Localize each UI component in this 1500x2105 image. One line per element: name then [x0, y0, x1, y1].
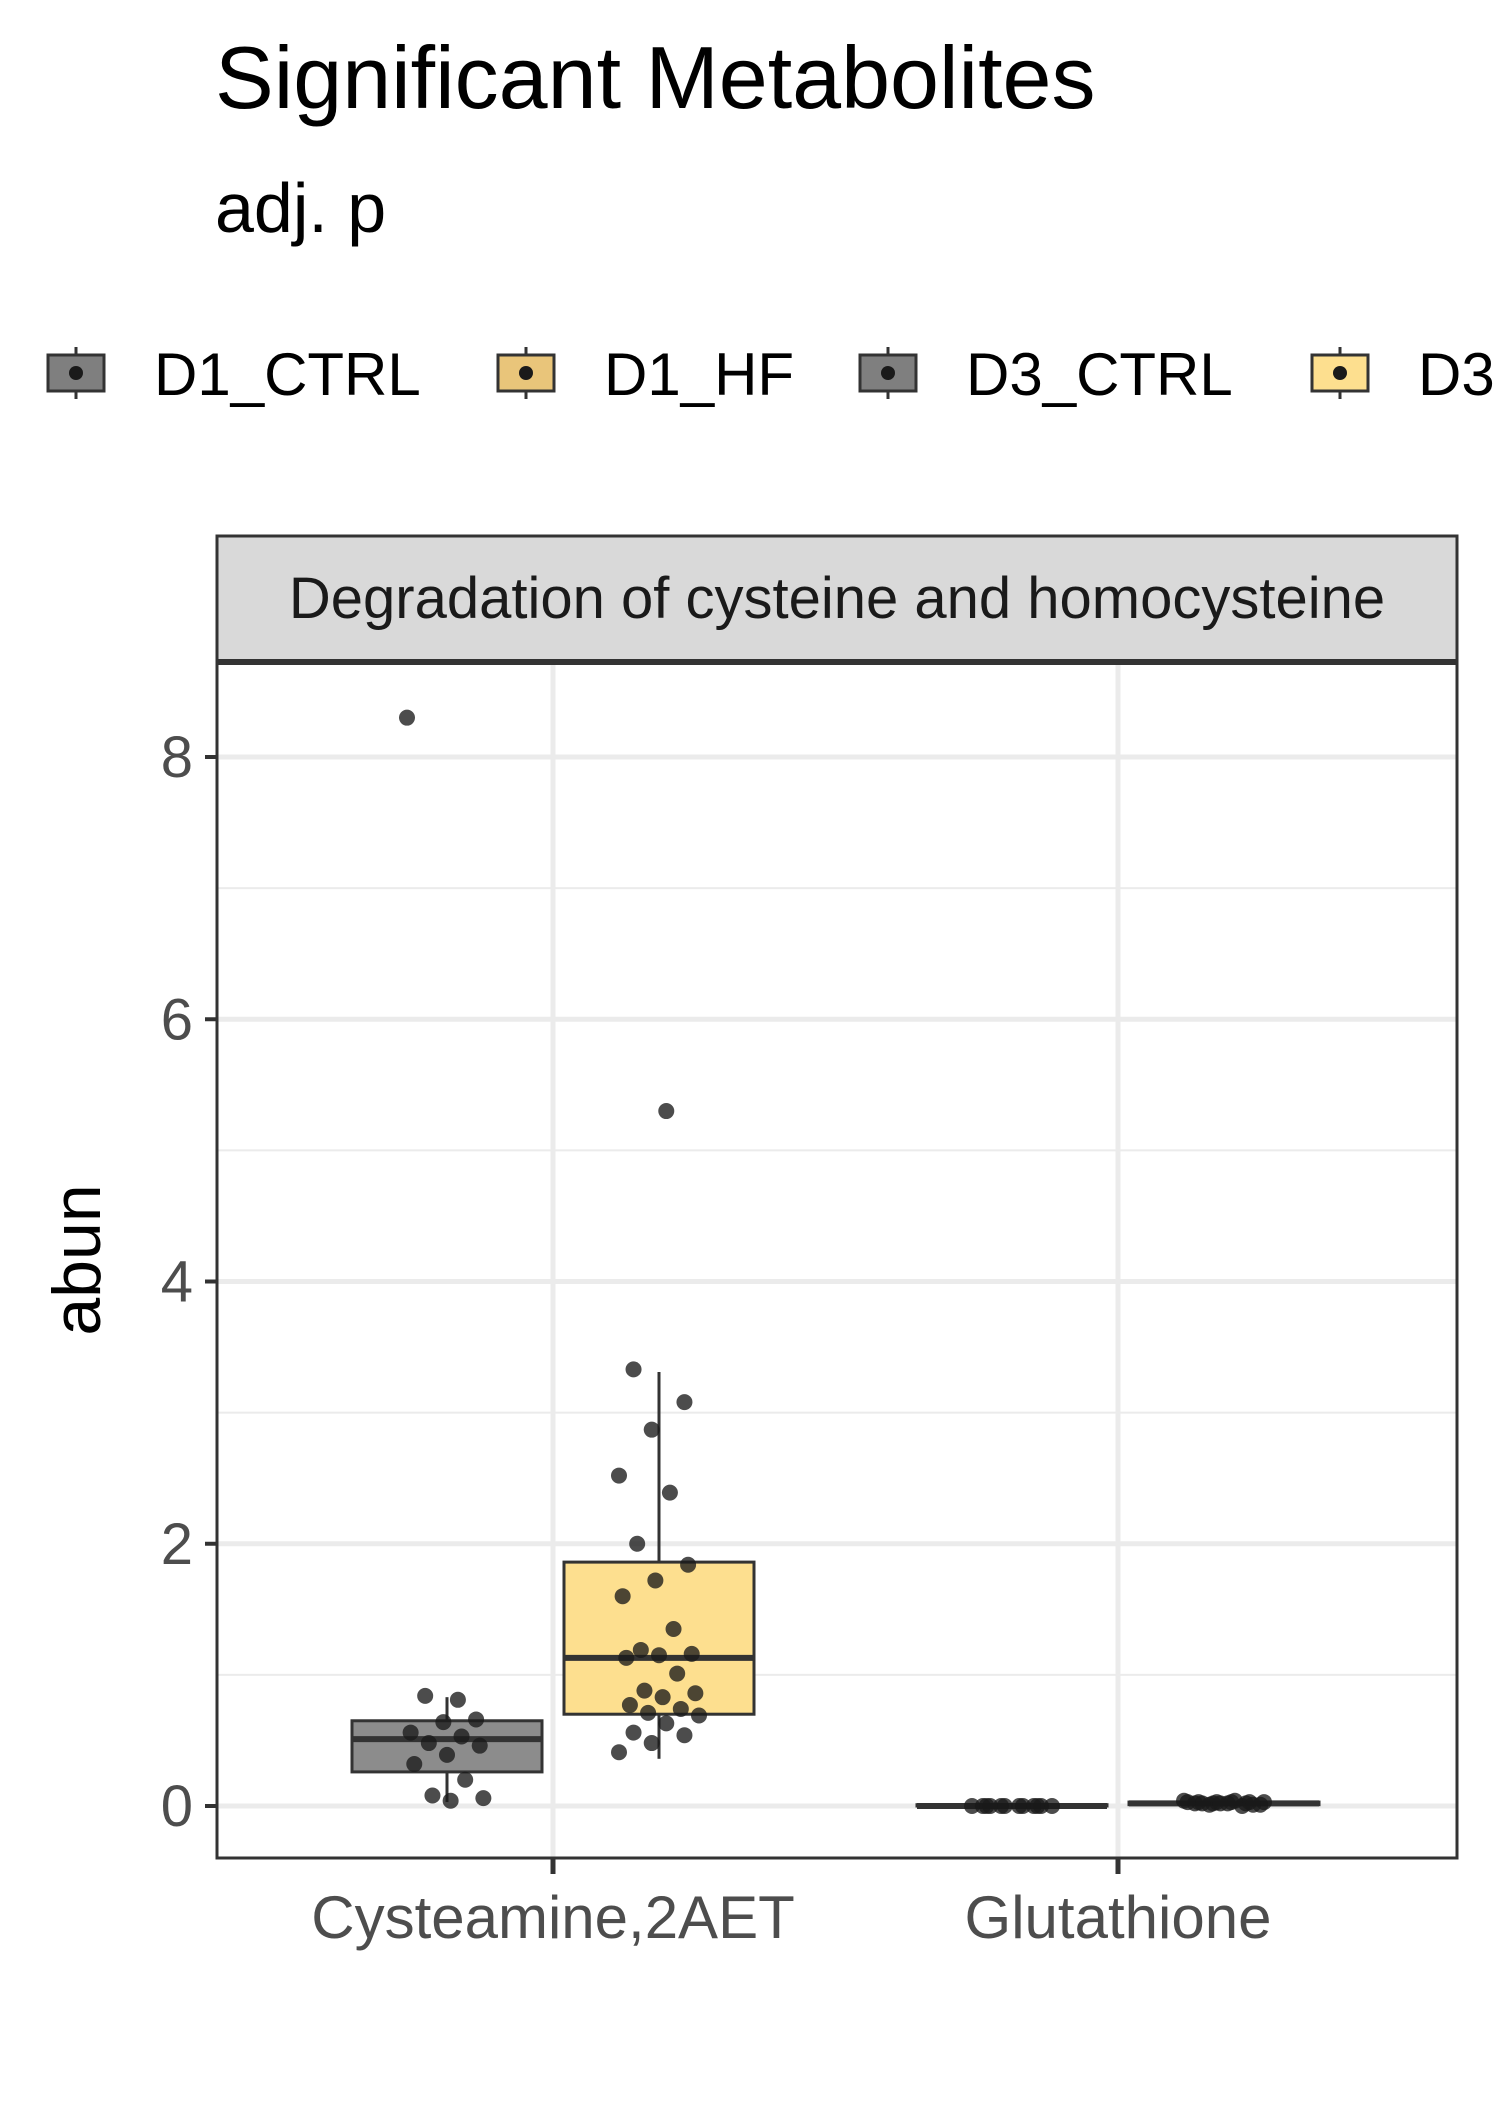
chart-marks [350, 709, 1321, 1814]
legend-key-point [519, 366, 533, 380]
data-point [417, 1687, 434, 1704]
data-point [669, 1665, 686, 1682]
data-point [442, 1792, 459, 1809]
data-point [402, 1724, 419, 1741]
x-tick-label: Glutathione [965, 1884, 1272, 1951]
legend-item: D1_CTRL [46, 341, 421, 408]
legend-key-point [1333, 366, 1347, 380]
data-point [643, 1421, 660, 1438]
data-point [676, 1394, 693, 1411]
data-point [654, 1689, 671, 1706]
data-point [457, 1771, 474, 1788]
data-point [691, 1707, 707, 1724]
data-point [647, 1572, 664, 1589]
data-point [636, 1682, 653, 1699]
data-point [621, 1697, 638, 1714]
legend-item: D3 [1310, 341, 1495, 408]
y-tick-label: 6 [161, 987, 193, 1052]
legend-label: D1_HF [604, 341, 794, 408]
panel-background [217, 662, 1457, 1858]
data-point [643, 1735, 660, 1752]
data-point [420, 1735, 437, 1752]
x-tick-label: Cysteamine,2AET [311, 1884, 795, 1951]
data-point [614, 1588, 631, 1605]
data-point [625, 1361, 642, 1378]
data-point [672, 1700, 689, 1717]
data-point [453, 1728, 470, 1745]
data-point [1194, 1795, 1211, 1812]
data-point [424, 1787, 441, 1804]
legend-label: D3 [1418, 341, 1495, 408]
box-group [562, 1103, 756, 1761]
data-point [676, 1727, 693, 1744]
facet-strip-background [215, 534, 1459, 664]
data-point [658, 1103, 675, 1120]
data-point [468, 1711, 485, 1728]
y-tick-label: 4 [161, 1250, 193, 1315]
data-point [680, 1556, 697, 1573]
box-group [915, 1798, 1109, 1814]
facet-strip: Degradation of cysteine and homocysteine [215, 534, 1459, 665]
data-point [683, 1645, 700, 1662]
legend-key-point [881, 366, 895, 380]
legend-label: D3_CTRL [966, 341, 1233, 408]
y-tick-label: 2 [161, 1512, 193, 1577]
data-point [1245, 1796, 1262, 1813]
data-point [665, 1620, 682, 1637]
box-group [1127, 1792, 1321, 1814]
data-point [625, 1724, 642, 1741]
data-point [618, 1649, 635, 1666]
data-point [982, 1798, 999, 1814]
data-point [471, 1737, 488, 1754]
legend: D1_CTRL D1_HF D3_CTRL D3 [46, 341, 1495, 408]
facet-label: Degradation of cysteine and homocysteine [289, 566, 1385, 631]
y-tick-label: 8 [161, 725, 193, 790]
data-point [629, 1535, 646, 1552]
legend-item: D3_CTRL [858, 341, 1233, 408]
chart-subtitle: adj. p [215, 169, 386, 247]
data-point [661, 1484, 678, 1501]
chart-title: Significant Metabolites [215, 28, 1095, 127]
data-point [658, 1715, 675, 1732]
data-point [406, 1756, 423, 1773]
legend-key-point [69, 366, 83, 380]
box-group [350, 709, 544, 1809]
data-point [964, 1798, 980, 1814]
data-point [399, 709, 415, 726]
y-axis-label: abun [39, 1184, 115, 1335]
data-point [632, 1641, 649, 1658]
x-axis: Cysteamine,2AET Glutathione [311, 1858, 1271, 1951]
data-point [449, 1691, 466, 1708]
data-point [439, 1746, 455, 1763]
plot-panel [215, 660, 1459, 1860]
data-point [1212, 1795, 1229, 1812]
y-axis: 0 2 4 6 8 [161, 725, 217, 1839]
data-point [651, 1647, 667, 1664]
legend-label: D1_CTRL [154, 341, 421, 408]
data-point [1226, 1792, 1243, 1809]
box [350, 1719, 544, 1774]
data-point [475, 1790, 492, 1807]
data-point [1014, 1798, 1031, 1814]
data-point [611, 1467, 627, 1484]
data-point [996, 1798, 1013, 1814]
data-point [687, 1685, 704, 1702]
y-tick-label: 0 [161, 1774, 193, 1839]
data-point [611, 1744, 627, 1761]
data-point [435, 1714, 452, 1731]
legend-item: D1_HF [496, 341, 794, 408]
data-point [640, 1704, 657, 1721]
data-point [1179, 1794, 1196, 1811]
data-point [1033, 1798, 1050, 1814]
legend-key-box [1310, 353, 1370, 393]
